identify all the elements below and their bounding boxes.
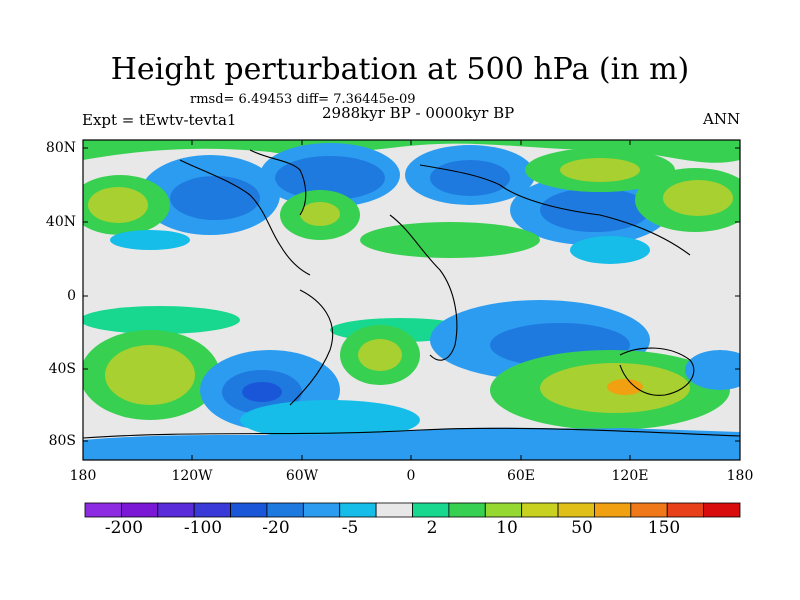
colorbar-label-neg200: -200 bbox=[104, 518, 144, 538]
stats-label: rmsd= 6.49453 diff= 7.36445e-09 bbox=[190, 92, 416, 107]
contour-siberia-ridge-core bbox=[560, 158, 640, 182]
colorbar-swatch-13 bbox=[557, 502, 595, 518]
x-label-180w: 180 bbox=[69, 468, 97, 484]
colorbar-label-neg5: -5 bbox=[341, 518, 359, 538]
contour-arctic-green bbox=[83, 140, 740, 163]
colorbar-label-neg100: -100 bbox=[183, 518, 223, 538]
x-label-180e: 180 bbox=[726, 468, 754, 484]
x-label-120w: 120W bbox=[171, 468, 213, 484]
colorbar-swatch-6 bbox=[302, 502, 341, 518]
colorbar-swatch-17 bbox=[703, 502, 741, 518]
colorbar-swatch-2 bbox=[157, 502, 195, 518]
colorbar-swatch-14 bbox=[594, 502, 632, 518]
colorbar-swatch-3 bbox=[193, 502, 231, 518]
contour-pacific-low bbox=[110, 230, 190, 250]
colorbar-swatch-4 bbox=[230, 502, 268, 518]
x-label-60w: 60W bbox=[285, 468, 319, 484]
x-label-60e: 60E bbox=[506, 468, 536, 484]
y-label-0: 0 bbox=[67, 288, 76, 304]
colorbar-swatch-1 bbox=[120, 502, 159, 518]
axis-ticks bbox=[82, 140, 741, 460]
contour-atlantic-ridge-core bbox=[300, 202, 340, 226]
coast-north-america bbox=[179, 159, 311, 276]
x-label-0: 0 bbox=[406, 468, 416, 484]
contour-antarctic-band bbox=[83, 427, 740, 460]
colorbar-label-150: 150 bbox=[647, 518, 681, 538]
contour-southeast-low bbox=[685, 350, 740, 390]
coast-greenland bbox=[249, 149, 307, 216]
colorbar-label-neg20: -20 bbox=[262, 518, 290, 538]
figure-title: Height perturbation at 500 hPa (in m) bbox=[110, 52, 690, 87]
colorbar-label-10: 10 bbox=[496, 518, 518, 538]
coast-eurasia bbox=[419, 164, 691, 256]
colorbar-swatch-5 bbox=[266, 502, 304, 518]
y-label-40s: 40S bbox=[48, 361, 76, 377]
y-label-80n: 80N bbox=[45, 140, 76, 156]
colorbar-label-50: 50 bbox=[571, 518, 593, 538]
coast-south-america bbox=[289, 289, 334, 406]
contour-drake-center bbox=[242, 382, 282, 402]
contour-fills bbox=[83, 140, 740, 460]
colorbar-swatch-0 bbox=[84, 502, 122, 518]
contour-europe-core bbox=[430, 160, 510, 196]
coast-antarctica bbox=[82, 427, 741, 439]
colorbar-swatch-15 bbox=[630, 502, 668, 518]
colorbar-swatch-7 bbox=[339, 502, 377, 518]
x-label-120e: 120E bbox=[611, 468, 649, 484]
contour-weddell-low bbox=[240, 400, 420, 440]
contour-south-atlantic-core bbox=[358, 339, 402, 371]
contour-south-pacific-band bbox=[83, 306, 240, 334]
colorbar-swatch-12 bbox=[521, 502, 559, 518]
contour-pacific-ridge-core bbox=[88, 187, 148, 223]
contour-group bbox=[83, 140, 740, 460]
period-label: 2988kyr BP - 0000kyr BP bbox=[322, 104, 515, 122]
colorbar-swatch-8 bbox=[375, 502, 413, 518]
colorbar-label-2: 2 bbox=[426, 518, 438, 538]
colorbar bbox=[84, 502, 741, 518]
season-label: ANN bbox=[703, 110, 741, 128]
contour-atlantic-core bbox=[275, 156, 385, 200]
y-label-80s: 80S bbox=[48, 433, 76, 449]
colorbar-swatch-10 bbox=[448, 502, 486, 518]
coastlines bbox=[82, 149, 741, 439]
contour-australia-peak bbox=[607, 379, 643, 395]
contour-north-america-core bbox=[170, 176, 260, 220]
contour-south-pacific-core bbox=[105, 345, 195, 405]
contour-pacific-east-core bbox=[663, 180, 733, 216]
experiment-label: Expt = tEwtv-tevta1 bbox=[82, 111, 237, 129]
y-label-40n: 40N bbox=[45, 214, 76, 230]
coast-africa bbox=[389, 214, 458, 361]
contour-saharan-band bbox=[360, 222, 540, 258]
colorbar-swatch-9 bbox=[412, 502, 450, 518]
colorbar-swatch-11 bbox=[484, 502, 523, 518]
colorbar-swatch-16 bbox=[666, 502, 705, 518]
coast-australia bbox=[619, 347, 695, 396]
contour-indian-low bbox=[570, 236, 650, 264]
